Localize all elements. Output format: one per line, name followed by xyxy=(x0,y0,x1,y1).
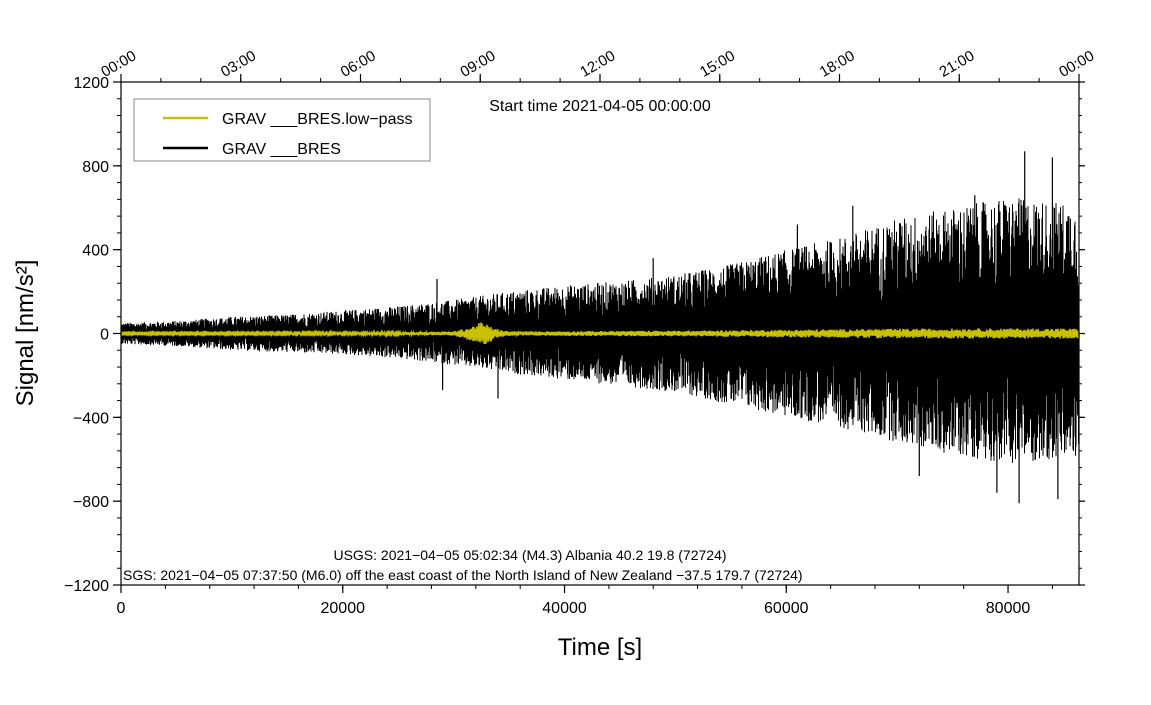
x-tick-label-2: 40000 xyxy=(542,600,587,617)
data-layer xyxy=(120,151,1080,504)
annotation-usgs: USGS: 2021−04−05 05:02:34 (M4.3) Albania… xyxy=(333,547,726,563)
chart-title: Start time 2021-04-05 00:00:00 xyxy=(489,98,711,115)
series-lowpass-line xyxy=(120,322,1080,345)
x-axis-label: Time [s] xyxy=(558,634,642,661)
y-tick-label-0: 1200 xyxy=(73,75,109,92)
top-tick-label-4: 12:00 xyxy=(577,47,618,80)
top-tick-label-0: 00:00 xyxy=(98,47,139,80)
legend-label-lowpass: GRAV ___BRES.low−pass xyxy=(222,111,412,128)
x-tick-label-1: 20000 xyxy=(321,600,366,617)
top-tick-label-1: 03:00 xyxy=(218,47,259,80)
top-tick-label-5: 15:00 xyxy=(697,47,738,80)
top-tick-label-7: 21:00 xyxy=(936,47,977,80)
top-tick-label-6: 18:00 xyxy=(817,47,858,80)
legend-label-raw: GRAV ___BRES xyxy=(222,141,341,158)
x-tick-label-4: 80000 xyxy=(986,600,1031,617)
top-tick-label-3: 09:00 xyxy=(457,47,498,80)
x-tick-label-0: 0 xyxy=(117,600,126,617)
annotation-sgs: SGS: 2021−04−05 07:37:50 (M6.0) off the … xyxy=(123,567,803,583)
y-axis-label: Signal [nm/s²] xyxy=(12,260,39,407)
y-tick-label-2: 400 xyxy=(82,243,109,260)
plot-frame xyxy=(120,81,1080,586)
legend-box xyxy=(133,98,431,162)
y-tick-label-6: −1200 xyxy=(64,578,109,595)
y-tick-label-5: −800 xyxy=(73,494,109,511)
y-tick-label-3: 0 xyxy=(100,327,109,344)
legend: GRAV ___BRES.low−pass GRAV ___BRES xyxy=(133,98,431,162)
top-tick-label-8: 00:00 xyxy=(1056,47,1097,80)
x-tick-label-3: 60000 xyxy=(764,600,809,617)
y-tick-label-4: −400 xyxy=(73,410,109,427)
y-tick-label-1: 800 xyxy=(82,159,109,176)
top-tick-label-2: 06:00 xyxy=(338,47,379,80)
